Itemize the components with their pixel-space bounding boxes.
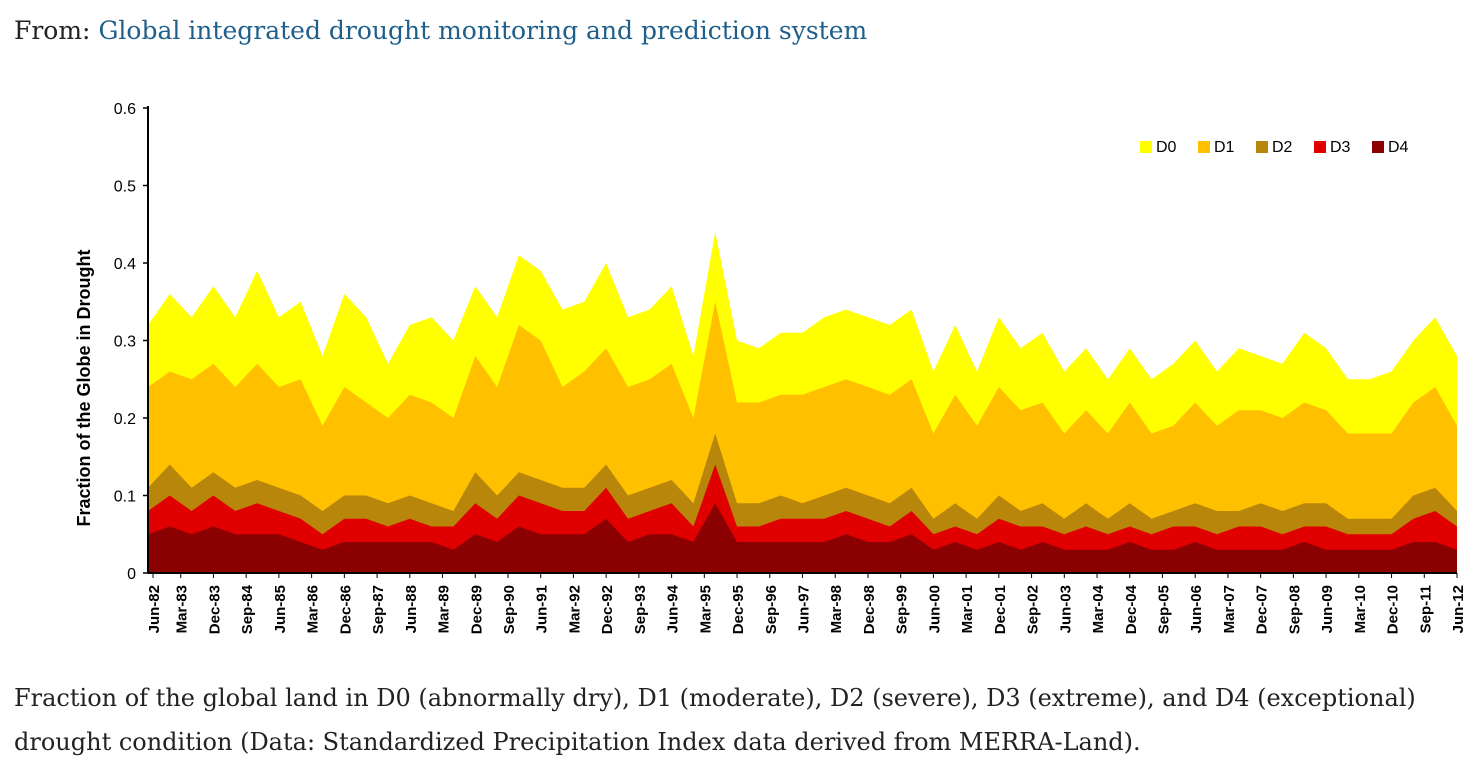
x-tick-label: Mar-86 <box>305 585 322 633</box>
source-link[interactable]: Global integrated drought monitoring and… <box>98 16 868 45</box>
x-tick-label: Sep-05 <box>1155 585 1172 634</box>
x-tick-label: Dec-01 <box>992 585 1009 634</box>
x-tick-label: Dec-95 <box>730 585 747 634</box>
drought-chart: 0 0.1 0.2 0.3 0.4 0.5 0.6 Jun-82 Mar-83 Dec-83 Sep… <box>60 88 1478 666</box>
x-tick-label: Jun-00 <box>926 585 943 633</box>
legend-swatch-d0 <box>1140 141 1152 153</box>
figure-caption: Fraction of the global land in D0 (abnor… <box>14 684 1416 756</box>
x-tick-label: Mar-01 <box>959 585 976 633</box>
x-tick-label: Mar-92 <box>566 585 583 633</box>
legend-label-d4: D4 <box>1388 139 1409 156</box>
legend: D0 D1 D2 D3 D4 <box>1140 139 1409 156</box>
x-tick-label: Sep-87 <box>370 585 387 634</box>
area-series-d4 <box>148 503 1457 573</box>
legend-label-d1: D1 <box>1214 139 1235 156</box>
x-tick-label: Jun-85 <box>272 585 289 633</box>
x-tick-label: Dec-07 <box>1254 585 1271 634</box>
x-tick-label: Dec-98 <box>861 585 878 634</box>
x-tick-label: Mar-95 <box>697 585 714 633</box>
x-tick-label: Sep-08 <box>1286 585 1303 634</box>
x-tick-label: Jun-09 <box>1319 585 1336 633</box>
y-tick-label: 0.4 <box>114 256 136 273</box>
x-tick-label: Dec-10 <box>1385 585 1402 634</box>
x-tick-label: Sep-99 <box>894 585 911 634</box>
drought-chart-svg: 0 0.1 0.2 0.3 0.4 0.5 0.6 Jun-82 Mar-83 Dec-83 Sep… <box>74 101 1467 634</box>
x-tick-label: Jun-97 <box>796 585 813 633</box>
y-tick-label: 0.6 <box>114 101 136 118</box>
x-tick-label: Jun-82 <box>146 585 163 633</box>
axes-group: 0 0.1 0.2 0.3 0.4 0.5 0.6 Jun-82 Mar-83 Dec-83 Sep… <box>114 101 1467 634</box>
x-tick-label: Sep-96 <box>763 585 780 634</box>
y-axis-label: Fraction of the Globe in Drought <box>74 250 94 527</box>
x-tick-label: Mar-89 <box>436 585 453 633</box>
legend-label-d2: D2 <box>1272 139 1293 156</box>
x-tick-label: Jun-03 <box>1057 585 1074 633</box>
y-tick-label: 0.5 <box>114 179 136 196</box>
x-tick-label: Sep-84 <box>239 584 256 634</box>
legend-swatch-d2 <box>1256 141 1268 153</box>
x-tick-label: Sep-93 <box>632 585 649 634</box>
x-tick-label: Sep-90 <box>501 585 518 634</box>
x-tick-label: Jun-91 <box>534 585 551 633</box>
area-series-group <box>148 232 1457 573</box>
legend-label-d3: D3 <box>1330 139 1351 156</box>
source-prefix: From: <box>14 16 91 45</box>
x-tick-label: Dec-92 <box>599 585 616 634</box>
x-tick-label: Mar-07 <box>1221 585 1238 633</box>
x-tick-label: Jun-12 <box>1450 585 1467 633</box>
y-tick-label: 0.1 <box>114 489 136 506</box>
x-tick-label: Jun-94 <box>665 584 682 633</box>
x-tick-label: Dec-86 <box>337 585 354 634</box>
legend-swatch-d1 <box>1198 141 1210 153</box>
x-tick-label: Sep-11 <box>1417 585 1434 633</box>
x-tick-label: Dec-89 <box>468 585 485 634</box>
source-line: From: Global integrated drought monitori… <box>14 14 867 48</box>
legend-swatch-d4 <box>1372 141 1384 153</box>
x-tick-label: Dec-83 <box>206 585 223 634</box>
x-tick-label: Jun-88 <box>403 585 420 633</box>
x-tick-label: Mar-83 <box>174 585 191 633</box>
legend-label-d0: D0 <box>1156 139 1177 156</box>
x-tick-label: Mar-10 <box>1352 585 1369 633</box>
x-tick-label: Jun-06 <box>1188 585 1205 633</box>
legend-swatch-d3 <box>1314 141 1326 153</box>
x-tick-label: Mar-98 <box>828 585 845 633</box>
y-tick-label: 0.2 <box>114 411 136 428</box>
x-tick-label: Sep-02 <box>1025 585 1042 634</box>
y-tick-label: 0 <box>127 566 136 583</box>
y-tick-label: 0.3 <box>114 334 136 351</box>
x-tick-label: Mar-04 <box>1090 584 1107 633</box>
x-tick-label: Dec-04 <box>1123 584 1140 634</box>
